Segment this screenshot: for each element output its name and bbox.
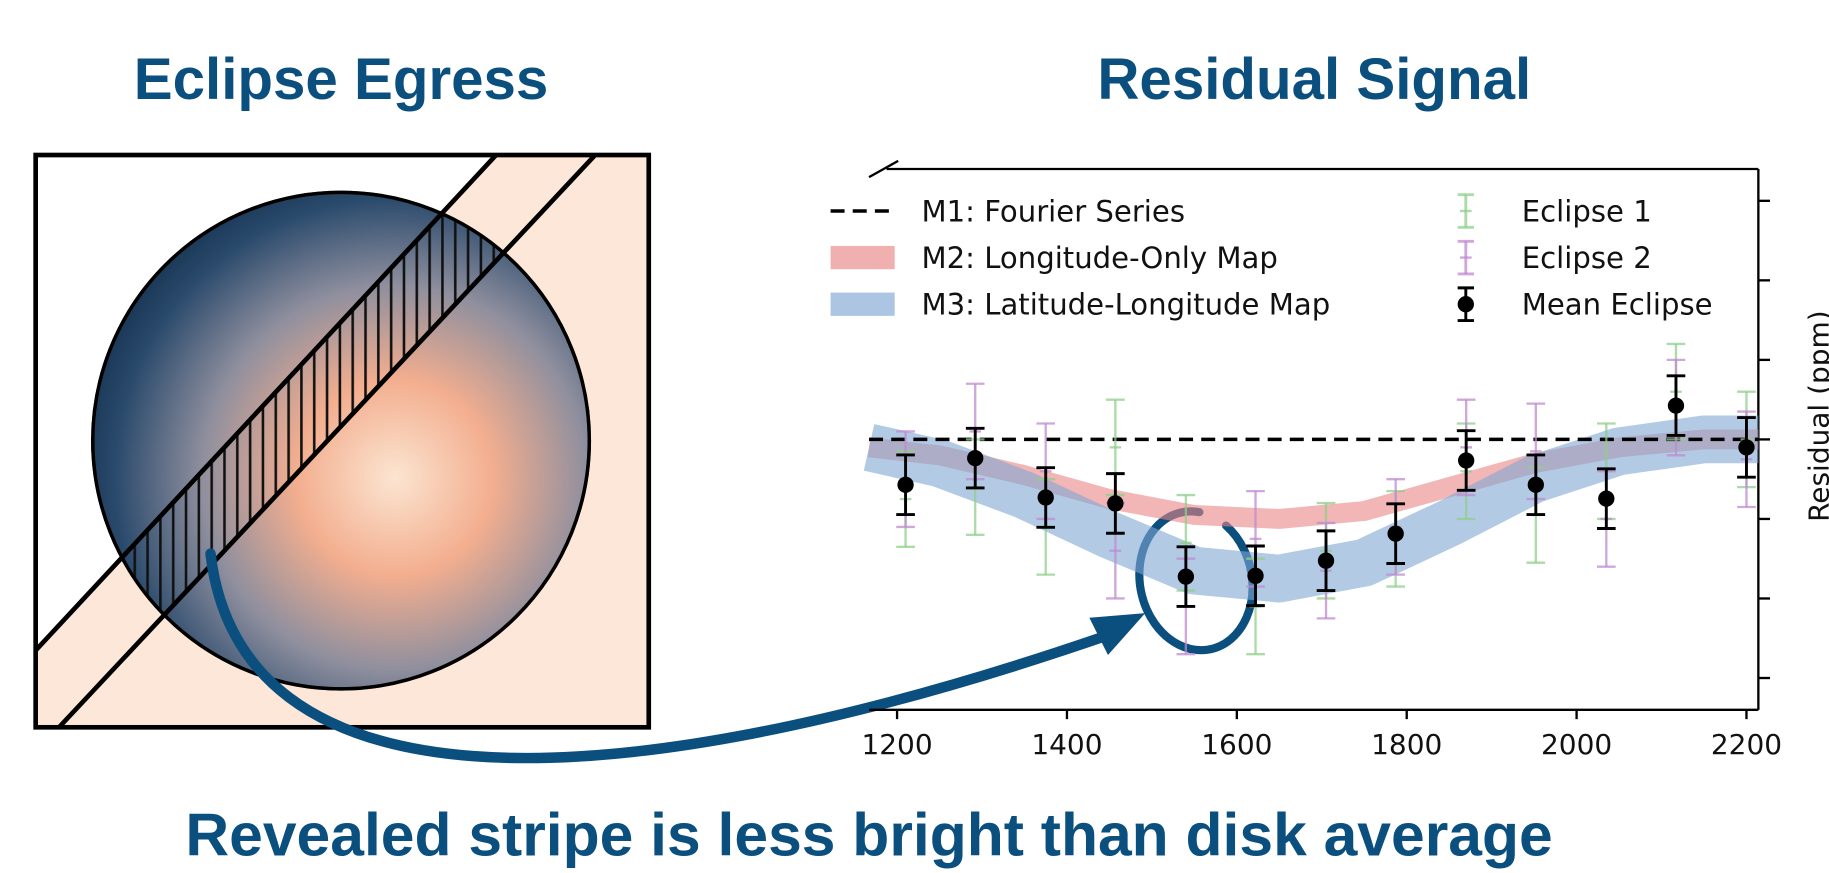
- point: [1458, 452, 1474, 468]
- point: [1318, 553, 1334, 569]
- point: [1598, 491, 1614, 507]
- x-tick-label: 2200: [1711, 728, 1782, 761]
- point: [1738, 439, 1754, 455]
- x-tick-label: 1400: [1031, 728, 1102, 761]
- x-tick-label: 1200: [861, 728, 932, 761]
- arrowhead: [1089, 613, 1145, 655]
- caption: Revealed stripe is less bright than disk…: [185, 801, 1552, 869]
- legend-swatch: [831, 293, 895, 316]
- x-tick-label: 2000: [1541, 728, 1612, 761]
- point: [967, 450, 983, 466]
- legend-label: M3: Latitude-Longitude Map: [921, 288, 1330, 322]
- x-tick-label: 1600: [1201, 728, 1272, 761]
- legend-label: Mean Eclipse: [1522, 288, 1713, 322]
- legend-label: Eclipse 1: [1522, 194, 1652, 228]
- point: [1107, 495, 1123, 511]
- point: [1528, 477, 1544, 493]
- legend-swatch: [831, 246, 895, 269]
- right-heading: Residual Signal: [1097, 47, 1531, 112]
- legend-label: M2: Longitude-Only Map: [921, 241, 1277, 275]
- egress-diagram: [1, 117, 649, 728]
- legend-label: M1: Fourier Series: [921, 194, 1185, 228]
- point: [1388, 526, 1404, 542]
- point: [1178, 568, 1194, 584]
- point: [897, 477, 913, 493]
- page: {"headings": {"left": "Eclipse Egress", …: [0, 0, 1829, 873]
- legend-swatch: [1458, 296, 1474, 312]
- point: [1668, 397, 1684, 413]
- point: [1038, 489, 1054, 505]
- legend-label: Eclipse 2: [1522, 241, 1652, 275]
- x-tick-label: 1800: [1371, 728, 1442, 761]
- y-axis-label: Residual (ppm): [1802, 310, 1829, 522]
- figure: Eclipse Egress Residual Signal Revealed …: [0, 0, 1829, 873]
- left-heading: Eclipse Egress: [134, 47, 549, 112]
- point: [1247, 568, 1263, 584]
